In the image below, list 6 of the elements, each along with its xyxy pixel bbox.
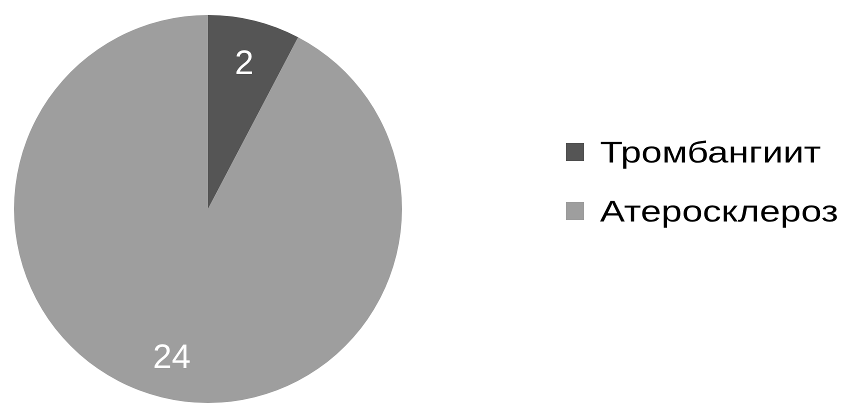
pie-slice (14, 15, 402, 403)
data-label: 24 (152, 338, 191, 376)
legend-label: Атеросклероз (600, 194, 838, 229)
data-label: 2 (234, 44, 254, 82)
legend-label: Тромбангиит (600, 136, 821, 170)
pie-slice (208, 15, 298, 209)
